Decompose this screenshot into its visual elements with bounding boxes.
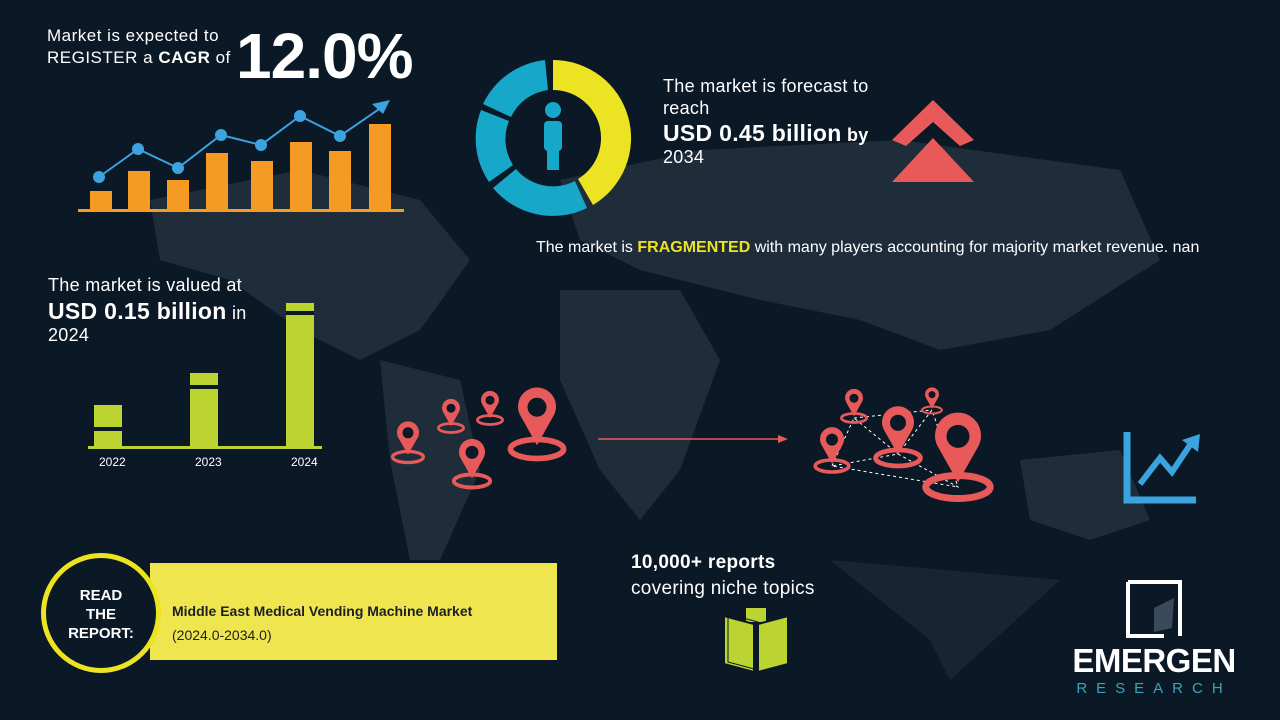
trend-up-icon	[1123, 432, 1200, 504]
valued-line1: The market is valued at	[48, 275, 242, 295]
orange-bar	[90, 191, 112, 211]
fragmented-post: with many players accounting for majorit…	[750, 239, 1200, 256]
valued-suffix: in	[231, 303, 247, 323]
cagr-bold: CAGR	[158, 48, 211, 67]
growth-bars	[88, 303, 322, 449]
badge-line: THE	[86, 606, 116, 623]
donut-chart-icon	[475, 59, 632, 216]
fragmented-highlight: FRAGMENTED	[637, 239, 751, 256]
cagr-label: Market is expected to REGISTER a CAGR of	[47, 25, 231, 69]
badge-line: REPORT:	[68, 625, 134, 642]
orange-bar	[290, 142, 312, 211]
map-pin-icon	[390, 419, 426, 465]
emergen-logo: EMERGEN RESEARCH	[1068, 578, 1240, 697]
forecast-line2: reach	[663, 98, 710, 118]
cagr-line2-post: of	[210, 48, 231, 67]
map-pin-icon	[926, 413, 990, 499]
cagr-line1: Market is expected to	[47, 26, 220, 45]
forecast-year: 2034	[663, 147, 705, 167]
logo-sub: RESEARCH	[1076, 680, 1232, 697]
double-chevron-up-icon	[892, 100, 974, 182]
valued-year: 2024	[48, 325, 90, 345]
year-label: 2022	[99, 455, 126, 469]
baseline	[78, 209, 404, 212]
cagr-value: 12.0%	[236, 20, 413, 92]
forecast-value: USD 0.45 billion	[663, 120, 842, 146]
cagr-line2: REGISTER a CAGR of	[47, 47, 231, 69]
forecast-line1: The market is forecast to	[663, 76, 869, 96]
logo-mark-icon	[1126, 580, 1182, 638]
valued-value: USD 0.15 billion	[48, 298, 227, 324]
orange-bar	[206, 153, 228, 211]
valued-block: The market is valued at USD 0.15 billion…	[48, 274, 247, 346]
fragmented-pre: The market is	[536, 239, 638, 256]
location-pins-graphic	[390, 0, 1200, 504]
cagr-growth-graphic	[78, 100, 404, 212]
trend-line	[98, 104, 386, 178]
logo-name: EMERGEN	[1072, 642, 1236, 679]
orange-bar	[128, 171, 150, 211]
map-pin-icon	[921, 386, 943, 415]
year-label: 2024	[291, 455, 318, 469]
reports-text: 10,000+ reports covering niche topics	[631, 550, 815, 602]
map-pin-icon	[510, 388, 563, 459]
report-title[interactable]: Middle East Medical Vending Machine Mark…	[172, 603, 473, 619]
map-pin-icon	[476, 389, 504, 426]
report-banner[interactable]: Middle East Medical Vending Machine Mark…	[150, 563, 557, 660]
read-report-badge[interactable]: READ THE REPORT:	[41, 553, 161, 673]
open-book-icon	[723, 608, 789, 674]
orange-bar	[167, 180, 189, 211]
badge-line: READ	[79, 587, 123, 604]
map-pin-icon	[451, 436, 493, 490]
reports-line2: covering niche topics	[631, 578, 815, 599]
arrow-right-icon	[778, 435, 788, 443]
reports-line1: 10,000+ reports	[631, 552, 776, 573]
orange-bar	[329, 151, 351, 211]
arrow-head-icon	[372, 100, 390, 114]
forecast-block: The market is forecast to reach USD 0.45…	[663, 75, 869, 168]
forecast-suffix: by	[846, 125, 869, 145]
green-bar-2022	[94, 405, 122, 448]
cagr-line2-pre: REGISTER a	[47, 48, 159, 67]
fragmented-text: The market is FRAGMENTED with many playe…	[536, 237, 1216, 259]
orange-bar	[251, 161, 273, 211]
year-label: 2023	[195, 455, 222, 469]
report-period: (2024.0-2034.0)	[172, 627, 272, 643]
green-bar-2024	[286, 303, 314, 448]
orange-bar	[369, 124, 391, 211]
map-pin-icon	[437, 397, 465, 434]
